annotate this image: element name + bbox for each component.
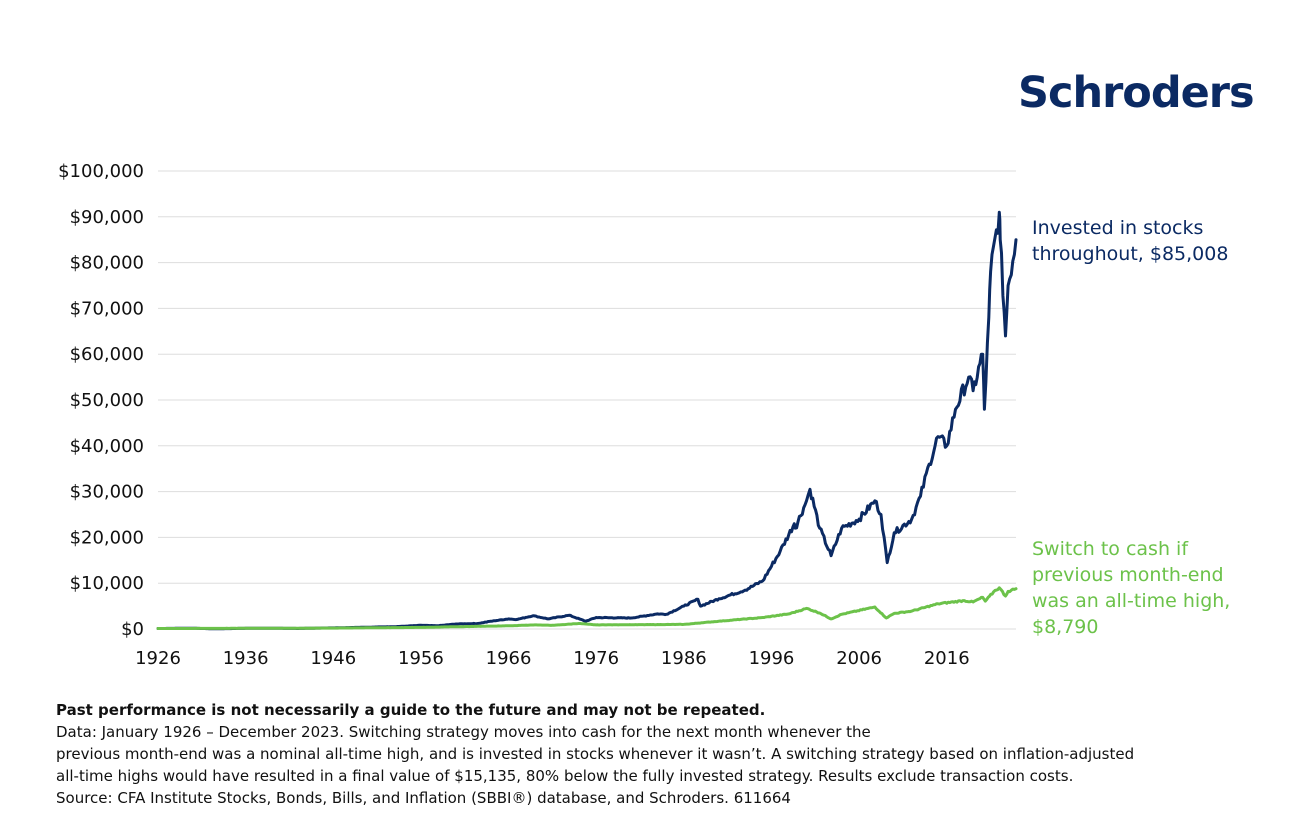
footnote-line-3: all-time highs would have resulted in a …	[56, 767, 1074, 785]
disclaimer-text: Past performance is not necessarily a gu…	[56, 701, 766, 719]
y-tick-label: $20,000	[70, 527, 144, 548]
y-tick-label: $50,000	[70, 390, 144, 411]
grid-lines	[158, 170, 1016, 630]
x-tick-label: 1926	[135, 648, 181, 669]
y-tick-label: $90,000	[70, 207, 144, 228]
line-chart: $0 $10,000 $20,000 $30,000 $40,000 $50,000 $60…	[58, 161, 1230, 669]
y-axis-ticks: $0 $10,000 $20,000 $30,000 $40,000 $50,000 $60…	[58, 161, 144, 640]
footnote-line-1: Data: January 1926 – December 2023. Swit…	[56, 723, 871, 741]
x-tick-label: 1996	[749, 648, 795, 669]
series-line-stocks	[156, 210, 1018, 631]
series-label-stocks: Invested in stocks throughout, $85,008	[1032, 217, 1228, 265]
y-tick-label: $30,000	[70, 482, 144, 503]
y-tick-label: $70,000	[70, 298, 144, 319]
x-tick-label: 1966	[486, 648, 532, 669]
source-line: Source: CFA Institute Stocks, Bonds, Bil…	[56, 789, 791, 807]
schroders-logo: Schroders	[1018, 68, 1255, 118]
x-tick-label: 1936	[223, 648, 269, 669]
footnote-line-2: previous month-end was a nominal all-tim…	[56, 745, 1135, 763]
series-lines	[156, 210, 1018, 631]
y-tick-label: $60,000	[70, 344, 144, 365]
series-label-cash: Switch to cash if previous month-end was a…	[1032, 538, 1230, 638]
x-tick-label: 1976	[573, 648, 619, 669]
x-tick-label: 1946	[310, 648, 356, 669]
x-axis-ticks: 1926 1936 1946 1956 1966 1976 1986 1996 2006 2016	[135, 648, 970, 669]
x-tick-label: 2006	[836, 648, 882, 669]
y-tick-label: $0	[121, 619, 144, 640]
y-tick-label: $10,000	[70, 573, 144, 594]
chart-footer: Past performance is not necessarily a gu…	[56, 699, 1286, 809]
y-tick-label: $80,000	[70, 253, 144, 274]
y-tick-label: $100,000	[58, 161, 144, 182]
x-tick-label: 2016	[924, 648, 970, 669]
x-tick-label: 1956	[398, 648, 444, 669]
series-labels: Invested in stocks throughout, $85,008 Swi…	[1032, 217, 1230, 638]
x-tick-label: 1986	[661, 648, 707, 669]
y-tick-label: $40,000	[70, 436, 144, 457]
series-line-cash	[156, 586, 1018, 630]
